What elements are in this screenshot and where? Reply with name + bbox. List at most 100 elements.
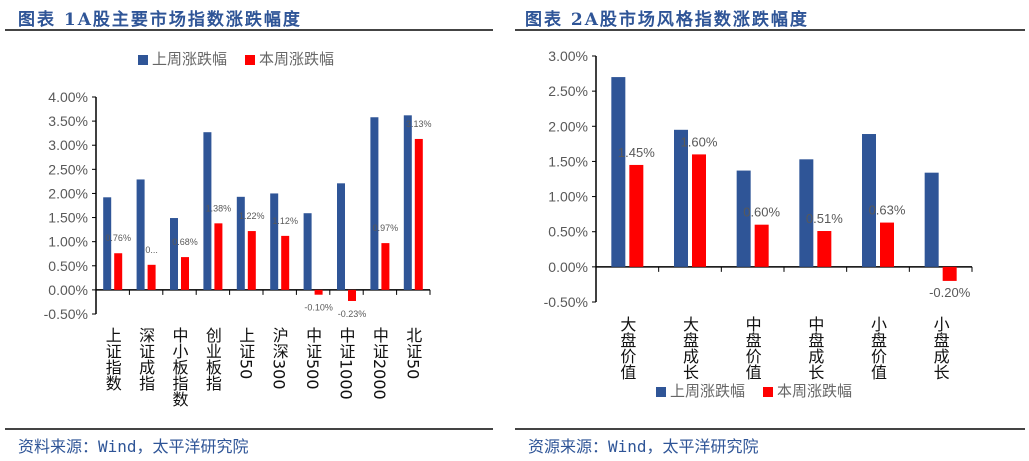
category-label: 上证50 [236,327,256,380]
y-tick-label: 0.00% [48,282,88,298]
y-tick-label: -0.50% [44,306,88,322]
y-tick-label: 1.00% [548,189,588,205]
bar-this-week [880,222,894,267]
category-label: 中小板指数 [169,327,189,407]
y-tick-label: 0.50% [548,224,588,240]
bar-this-week [281,235,290,290]
y-tick-label: 2.00% [548,118,588,134]
category-label: 沪深300 [269,327,289,390]
y-tick-label: 0.50% [48,258,88,274]
category-label: 小盘成长 [930,316,950,380]
bar-last-week [337,183,345,290]
y-tick-label: 2.50% [48,161,88,177]
bar-this-week [214,223,223,290]
data-label: 0.51% [806,211,843,226]
category-label: 深证成指 [136,327,156,391]
y-tick-label: 1.00% [48,234,88,250]
y-tick-label: 3.50% [48,113,88,129]
bar-last-week [862,134,876,267]
chart2-title-rule [515,29,1025,31]
bar-this-week [381,243,390,290]
bar-this-week [247,231,256,290]
y-tick-label: 0.00% [548,259,588,275]
bar-last-week [403,115,412,290]
bar-last-week [270,193,279,290]
chart1-source: 资料来源：Wind，太平洋研究院 [18,437,249,456]
chart2-legend: 上周涨跌幅 本周涨跌幅 [656,380,852,401]
bar-last-week [924,172,939,267]
y-tick-label: 2.00% [48,185,88,201]
bar-last-week [103,197,112,290]
chart2-source: 资源来源：Wind，太平洋研究院 [528,437,759,456]
data-label: 1.12% [272,216,298,226]
bar-last-week [236,196,245,290]
legend-swatch-blue [138,54,148,65]
legend-label: 上周涨跌幅 [670,382,746,400]
data-label: 1.38% [206,203,232,213]
category-label: 小盘价值 [868,316,887,380]
chart2-title: 图表 2A股市场风格指数涨跌幅度 [525,10,809,30]
bar-last-week [736,170,751,267]
data-label: 0.97% [373,223,399,233]
y-tick-label: 1.50% [548,153,588,169]
legend-item-this-week: 本周涨跌幅 [245,48,334,69]
chart1-footer-rule [5,428,493,430]
bar-this-week [629,164,644,267]
legend-label: 上周涨跌幅 [152,50,228,68]
bar-this-week [147,264,156,290]
chart1-title-rule [5,29,493,31]
category-label: 创业板指 [202,327,222,391]
legend-swatch-red [245,54,256,65]
data-label: 0... [145,245,158,255]
bar-this-week [817,231,832,267]
legend-item-last-week: 上周涨跌幅 [656,380,745,401]
data-label: 0.60% [743,205,780,220]
bar-this-week [692,154,706,267]
y-tick-label: -0.50% [544,294,588,310]
category-label: 中盘价值 [742,316,762,380]
bar-this-week [754,224,769,267]
category-label: 上证指数 [102,327,122,391]
bar-this-week [348,289,356,301]
y-tick-label: 2.50% [548,83,588,99]
category-label: 北证50 [403,327,423,380]
bar-last-week [303,213,312,290]
data-label: 0.76% [105,233,131,243]
bar-last-week [203,132,212,290]
bar-this-week [114,253,123,290]
bar-this-week [181,257,189,290]
bar-last-week [799,159,814,267]
y-tick-label: 3.00% [48,137,88,153]
y-tick-label: 4.00% [48,89,88,105]
data-label: 0.68% [172,237,198,247]
bar-this-week [414,138,423,290]
category-label: 中证500 [303,327,323,390]
category-label: 大盘成长 [680,316,699,380]
data-label: 0.63% [869,203,906,218]
bar-this-week [942,266,957,281]
category-label: 中盘成长 [805,316,825,380]
category-label: 大盘价值 [617,316,637,380]
data-label: 3.13% [406,119,432,129]
category-label: 中证2000 [369,327,389,400]
chart1-legend: 上周涨跌幅 本周涨跌幅 [138,48,334,69]
data-label: -0.23% [338,309,367,319]
legend-swatch-red [763,386,774,397]
legend-swatch-blue [656,386,666,397]
y-tick-label: 3.00% [548,48,588,64]
data-label: -0.20% [929,285,971,300]
chart2-footer-rule [515,428,1025,430]
legend-label: 本周涨跌幅 [777,382,853,400]
y-tick-label: 1.50% [48,210,88,226]
chart1-title: 图表 1A股主要市场指数涨跌幅度 [18,10,302,30]
legend-item-this-week: 本周涨跌幅 [763,380,852,401]
category-label: 中证1000 [336,327,356,400]
bar-last-week [136,179,145,290]
data-label: 1.22% [239,211,265,221]
data-label: -0.10% [304,303,333,313]
bar-this-week [314,289,323,295]
data-label: 1.45% [618,145,655,160]
bar-last-week [170,218,178,290]
bar-last-week [370,117,379,290]
